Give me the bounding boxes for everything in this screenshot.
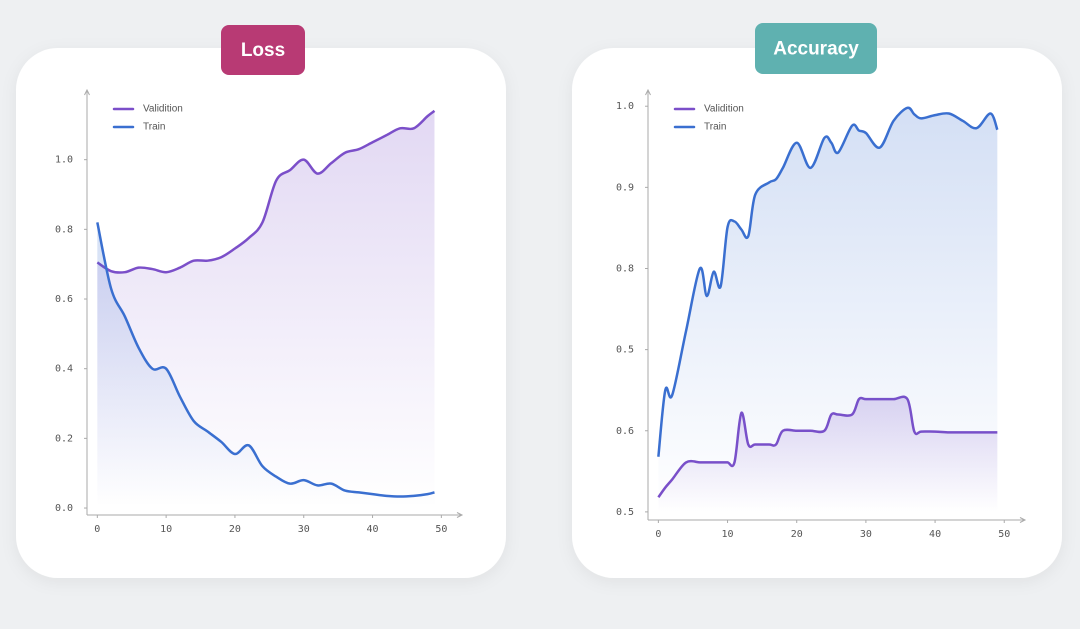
axis-arrow xyxy=(645,88,651,96)
x-tick-label: 50 xyxy=(998,529,1010,540)
y-tick-label: 0.0 xyxy=(55,503,73,514)
y-tick-label: 0.4 xyxy=(55,364,73,375)
series-line xyxy=(657,106,999,457)
y-tick-label: 0.8 xyxy=(616,263,634,274)
title-badge xyxy=(221,25,305,75)
y-tick-label: 0.8 xyxy=(55,224,73,235)
y-tick-label: 1.0 xyxy=(616,101,634,112)
series-area xyxy=(658,107,998,512)
axis-arrow xyxy=(456,512,464,518)
x-tick-label: 0 xyxy=(655,529,661,540)
x-tick-label: 10 xyxy=(160,524,172,535)
chart-title: Accuracy xyxy=(773,39,859,60)
x-tick-label: 30 xyxy=(860,529,872,540)
x-tick-label: 20 xyxy=(229,524,241,535)
series-line xyxy=(96,109,436,274)
x-tick-label: 20 xyxy=(791,529,803,540)
series-area xyxy=(97,222,435,507)
title-badge xyxy=(755,23,877,74)
x-tick-label: 0 xyxy=(94,524,100,535)
y-tick-label: 0.2 xyxy=(55,433,73,444)
y-tick-label: 0.9 xyxy=(616,182,634,193)
y-tick-label: 0.6 xyxy=(55,294,73,305)
chart-title: Loss xyxy=(241,40,285,61)
x-tick-label: 10 xyxy=(722,529,734,540)
x-tick-label: 40 xyxy=(929,529,941,540)
y-tick-label: 0.6 xyxy=(616,426,634,437)
axis-arrow xyxy=(84,88,90,96)
y-tick-label: 0.5 xyxy=(616,345,634,356)
series-line xyxy=(96,222,435,498)
legend-label: Validition xyxy=(143,104,183,115)
legend-label: Validition xyxy=(704,104,744,115)
x-tick-label: 30 xyxy=(298,524,310,535)
x-tick-label: 50 xyxy=(435,524,447,535)
legend-label: Train xyxy=(143,122,165,133)
x-tick-label: 40 xyxy=(367,524,379,535)
y-tick-label: 0.5 xyxy=(616,507,634,518)
legend-label: Train xyxy=(704,122,726,133)
axis-arrow xyxy=(1019,517,1027,523)
y-tick-label: 1.0 xyxy=(55,155,73,166)
